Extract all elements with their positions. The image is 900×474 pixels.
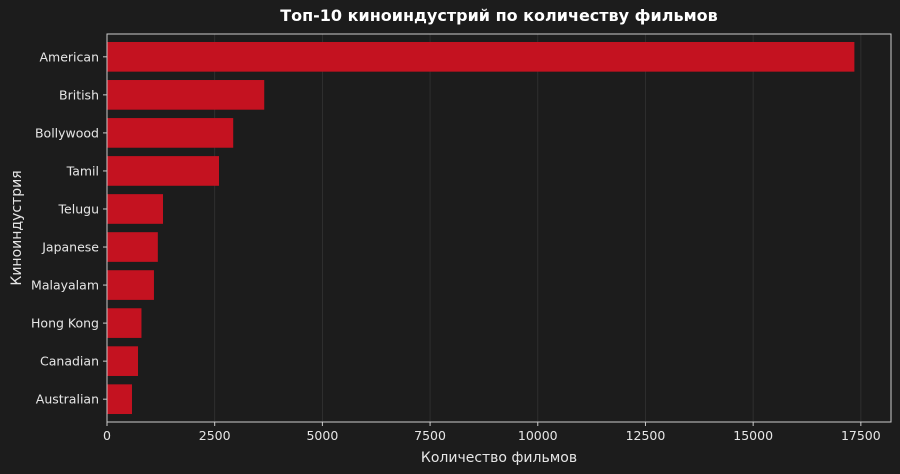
bar xyxy=(107,346,139,376)
y-tick-label: Malayalam xyxy=(31,278,99,293)
ticks-layer: 0 2500 5000 7500 10000 12500 15000 17500 America… xyxy=(31,49,881,443)
x-tick-label: 7500 xyxy=(414,428,446,443)
bar xyxy=(107,41,855,72)
chart-title: Топ-10 киноиндустрий по количеству фильм… xyxy=(280,6,718,25)
bar xyxy=(107,156,219,186)
y-tick-label: Tamil xyxy=(66,163,99,178)
x-tick-label: 12500 xyxy=(626,428,666,443)
x-tick-label: 2500 xyxy=(199,428,231,443)
bar xyxy=(107,308,142,338)
x-tick-label: 15000 xyxy=(733,428,773,443)
bars-layer xyxy=(107,41,855,415)
bar xyxy=(107,80,265,110)
x-tick-label: 5000 xyxy=(306,428,338,443)
bar xyxy=(107,232,158,262)
y-tick-label: Australian xyxy=(36,392,99,407)
y-tick-label: British xyxy=(59,87,99,102)
y-tick-label: Telugu xyxy=(58,201,99,216)
x-tick-label: 0 xyxy=(103,428,111,443)
y-tick-label: Japanese xyxy=(41,240,99,255)
bar xyxy=(107,194,163,224)
x-tick-label: 10000 xyxy=(518,428,558,443)
bar xyxy=(107,384,132,415)
bar xyxy=(107,118,234,148)
x-tick-label: 17500 xyxy=(841,428,881,443)
y-tick-label: Bollywood xyxy=(35,125,99,140)
bar xyxy=(107,270,154,300)
x-axis-label: Количество фильмов xyxy=(421,450,577,466)
y-tick-label: Canadian xyxy=(40,354,99,369)
y-axis-label: Киноиндустрия xyxy=(9,170,25,285)
plot-frame xyxy=(106,33,892,423)
y-tick-label: American xyxy=(40,49,100,64)
y-tick-label: Hong Kong xyxy=(31,316,99,331)
